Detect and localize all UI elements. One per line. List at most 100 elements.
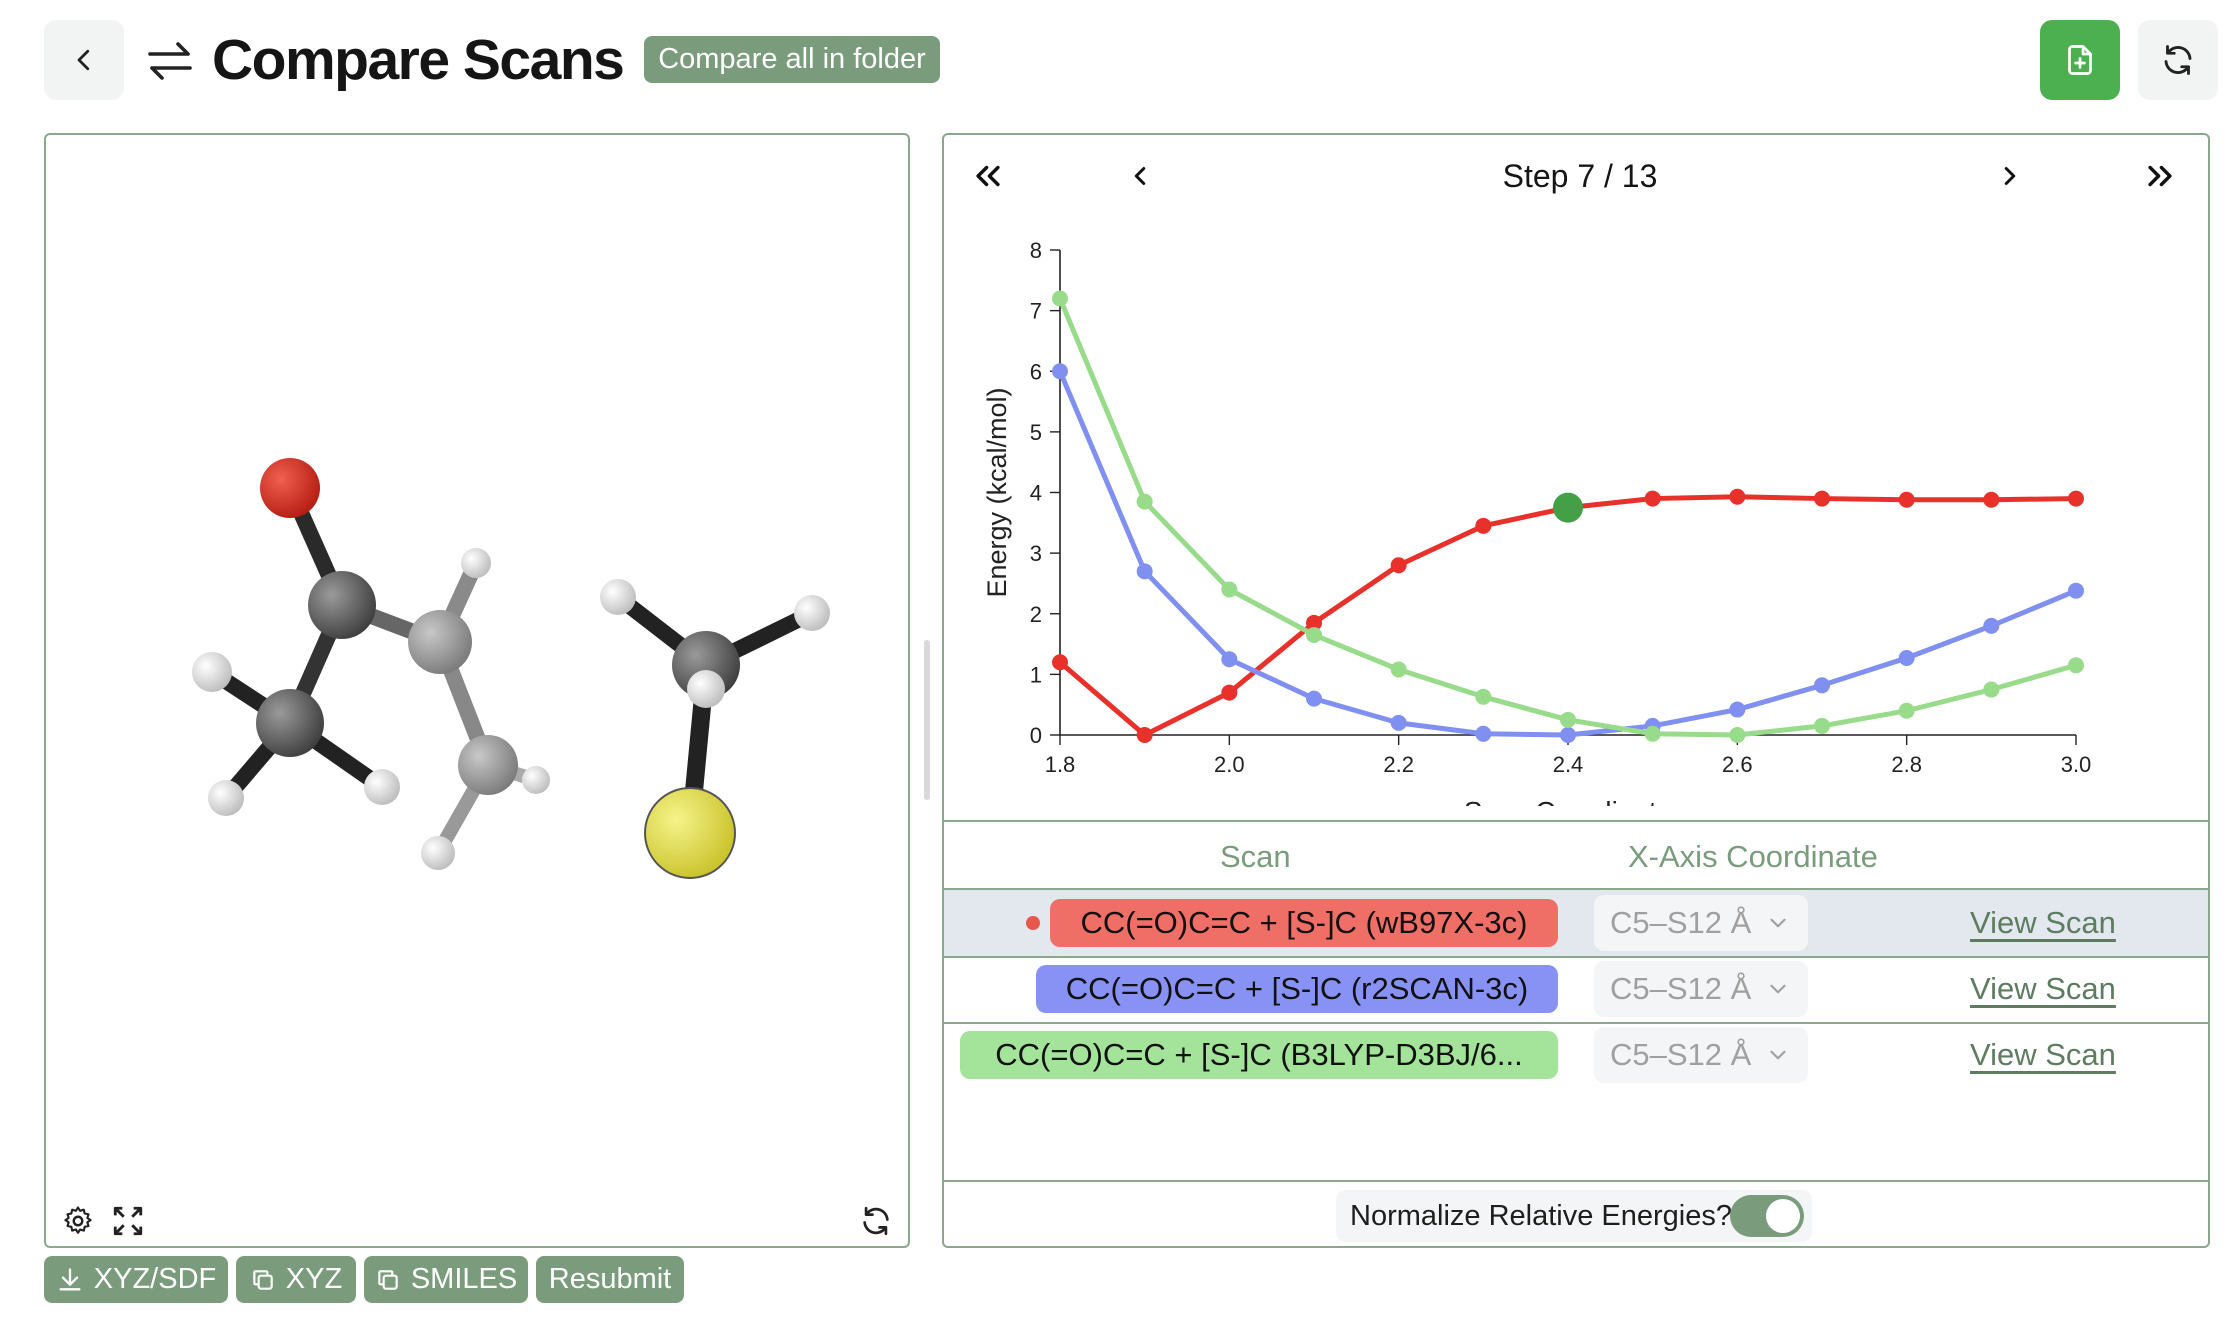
- download-icon: [59, 1267, 81, 1290]
- copy-icon: [253, 1269, 273, 1290]
- series-2-point: [1306, 690, 1322, 707]
- series-1-point: [1052, 654, 1068, 671]
- coordinate-value: C5–S12 Å: [1610, 1037, 1752, 1072]
- x-tick-label: 3.0: [2061, 752, 2092, 777]
- series-3-point: [1560, 711, 1576, 728]
- series-3-point: [1221, 581, 1238, 598]
- refresh-icon: [2164, 45, 2192, 75]
- copy-icon: [378, 1269, 398, 1290]
- x-axis-coordinate-select[interactable]: C5–S12 Å: [1594, 961, 1808, 1017]
- series-1-point: [1898, 491, 1915, 508]
- copy-xyz-button[interactable]: XYZ: [236, 1256, 356, 1303]
- scan-name-pill[interactable]: CC(=O)C=C + [S-]C (B3LYP-D3BJ/6...: [960, 1031, 1558, 1079]
- current-step-marker: [1553, 492, 1583, 523]
- y-tick-label: 0: [1030, 723, 1042, 748]
- selected-indicator: [1026, 916, 1040, 930]
- refresh-button[interactable]: [2138, 20, 2218, 100]
- previous-step-button[interactable]: [1110, 146, 1170, 206]
- series-3-point: [1729, 727, 1746, 743]
- row-divider: [944, 888, 2208, 890]
- chevron-down-icon: [1770, 918, 1786, 928]
- back-button[interactable]: [44, 20, 124, 100]
- next-step-button[interactable]: [1980, 146, 2040, 206]
- view-scan-link[interactable]: View Scan: [1970, 971, 2116, 1006]
- x-axis-coordinate-select[interactable]: C5–S12 Å: [1594, 1027, 1808, 1083]
- x-tick-label: 2.2: [1383, 752, 1414, 777]
- coordinate-value: C5–S12 Å: [1610, 971, 1752, 1006]
- coordinate-value: C5–S12 Å: [1610, 905, 1752, 940]
- resubmit-button[interactable]: Resubmit: [536, 1256, 684, 1303]
- y-tick-label: 1: [1030, 662, 1042, 687]
- series-2-point: [1983, 617, 2000, 634]
- series-3-point: [1898, 702, 1915, 719]
- chevron-down-icon: [1770, 1050, 1786, 1060]
- series-1-point: [1136, 727, 1153, 743]
- view-scan-link[interactable]: View Scan: [1970, 905, 2116, 940]
- scan-name-pill[interactable]: CC(=O)C=C + [S-]C (r2SCAN-3c): [1036, 965, 1558, 1013]
- normalize-toggle[interactable]: [1730, 1195, 1804, 1237]
- y-tick-label: 4: [1030, 481, 1042, 506]
- series-3-point: [1390, 661, 1407, 678]
- y-tick-label: 5: [1030, 420, 1042, 445]
- series-2-point: [1390, 714, 1407, 731]
- y-tick-label: 3: [1030, 541, 1042, 566]
- copy-smiles-button[interactable]: SMILES: [364, 1256, 528, 1303]
- series-2-point: [1221, 651, 1238, 668]
- series-2-point: [1898, 650, 1915, 667]
- compare-all-button[interactable]: Compare all in folder: [644, 36, 940, 83]
- series-2-point: [2068, 582, 2084, 599]
- y-tick-label: 6: [1030, 359, 1042, 384]
- molecule-viewer[interactable]: [44, 133, 910, 1248]
- series-2-point: [1814, 677, 1830, 694]
- download-xyz-sdf-label: XYZ/SDF: [93, 1263, 217, 1295]
- table-bottom-divider: [944, 1180, 2208, 1182]
- panel-resize-handle[interactable]: [924, 640, 930, 800]
- step-indicator: Step 7 / 13: [1502, 158, 1658, 194]
- series-3-point: [1136, 493, 1153, 510]
- series-2-point: [1729, 701, 1746, 718]
- x-axis-coordinate-column-header: X-Axis Coordinate: [1628, 839, 1878, 874]
- y-axis-label: Energy (kcal/mol): [982, 387, 1012, 597]
- series-1-point: [1644, 490, 1661, 507]
- rotate-icon[interactable]: [856, 1201, 896, 1241]
- file-plus-icon: [2068, 45, 2092, 75]
- chevrons-right-icon: [2148, 165, 2172, 187]
- series-3-point: [1475, 688, 1492, 705]
- add-document-button[interactable]: [2040, 20, 2120, 100]
- series-3-point: [1983, 681, 2000, 698]
- y-tick-label: 7: [1030, 299, 1042, 324]
- series-1-point: [1814, 490, 1830, 507]
- toggle-knob: [1766, 1199, 1800, 1233]
- molecule-structure: [192, 458, 830, 879]
- series-2-line: [1057, 370, 2077, 738]
- scan-column-header: Scan: [1220, 839, 1291, 874]
- settings-icon[interactable]: [58, 1201, 98, 1241]
- view-scan-link[interactable]: View Scan: [1970, 1037, 2116, 1072]
- copy-xyz-label: XYZ: [285, 1263, 343, 1295]
- download-xyz-sdf-button[interactable]: XYZ/SDF: [44, 1256, 228, 1303]
- fullscreen-icon[interactable]: [108, 1201, 148, 1241]
- y-tick-label: 2: [1030, 602, 1042, 627]
- table-top-divider: [944, 820, 2208, 822]
- series-1-point: [2068, 490, 2084, 507]
- compare-arrows-icon: [142, 32, 198, 88]
- energy-scan-chart[interactable]: 0 1 2 3 4 5 6 7 8 1.8 2.0 2.2 2.4 2.6 2.8 3.0 Scan Coord…: [944, 226, 2208, 806]
- series-1-point: [1475, 517, 1492, 534]
- copy-smiles-label: SMILES: [410, 1263, 518, 1295]
- series-1-point: [1390, 557, 1407, 574]
- x-tick-label: 2.6: [1722, 752, 1753, 777]
- scan-name-pill[interactable]: CC(=O)C=C + [S-]C (wB97X-3c): [1050, 899, 1558, 947]
- chevron-down-icon: [1770, 984, 1786, 994]
- series-2-point: [1475, 725, 1492, 742]
- x-tick-label: 2.8: [1891, 752, 1922, 777]
- chevron-right-icon: [2004, 167, 2016, 185]
- row-divider: [944, 1022, 2208, 1024]
- x-axis-coordinate-select[interactable]: C5–S12 Å: [1594, 895, 1808, 951]
- y-tick-label: 8: [1030, 238, 1042, 263]
- x-tick-label: 2.4: [1553, 752, 1584, 777]
- series-2-point: [1136, 563, 1153, 580]
- last-step-button[interactable]: [2130, 146, 2190, 206]
- series-3-point: [1306, 626, 1322, 643]
- first-step-button[interactable]: [958, 146, 1018, 206]
- series-2-point: [1052, 363, 1068, 380]
